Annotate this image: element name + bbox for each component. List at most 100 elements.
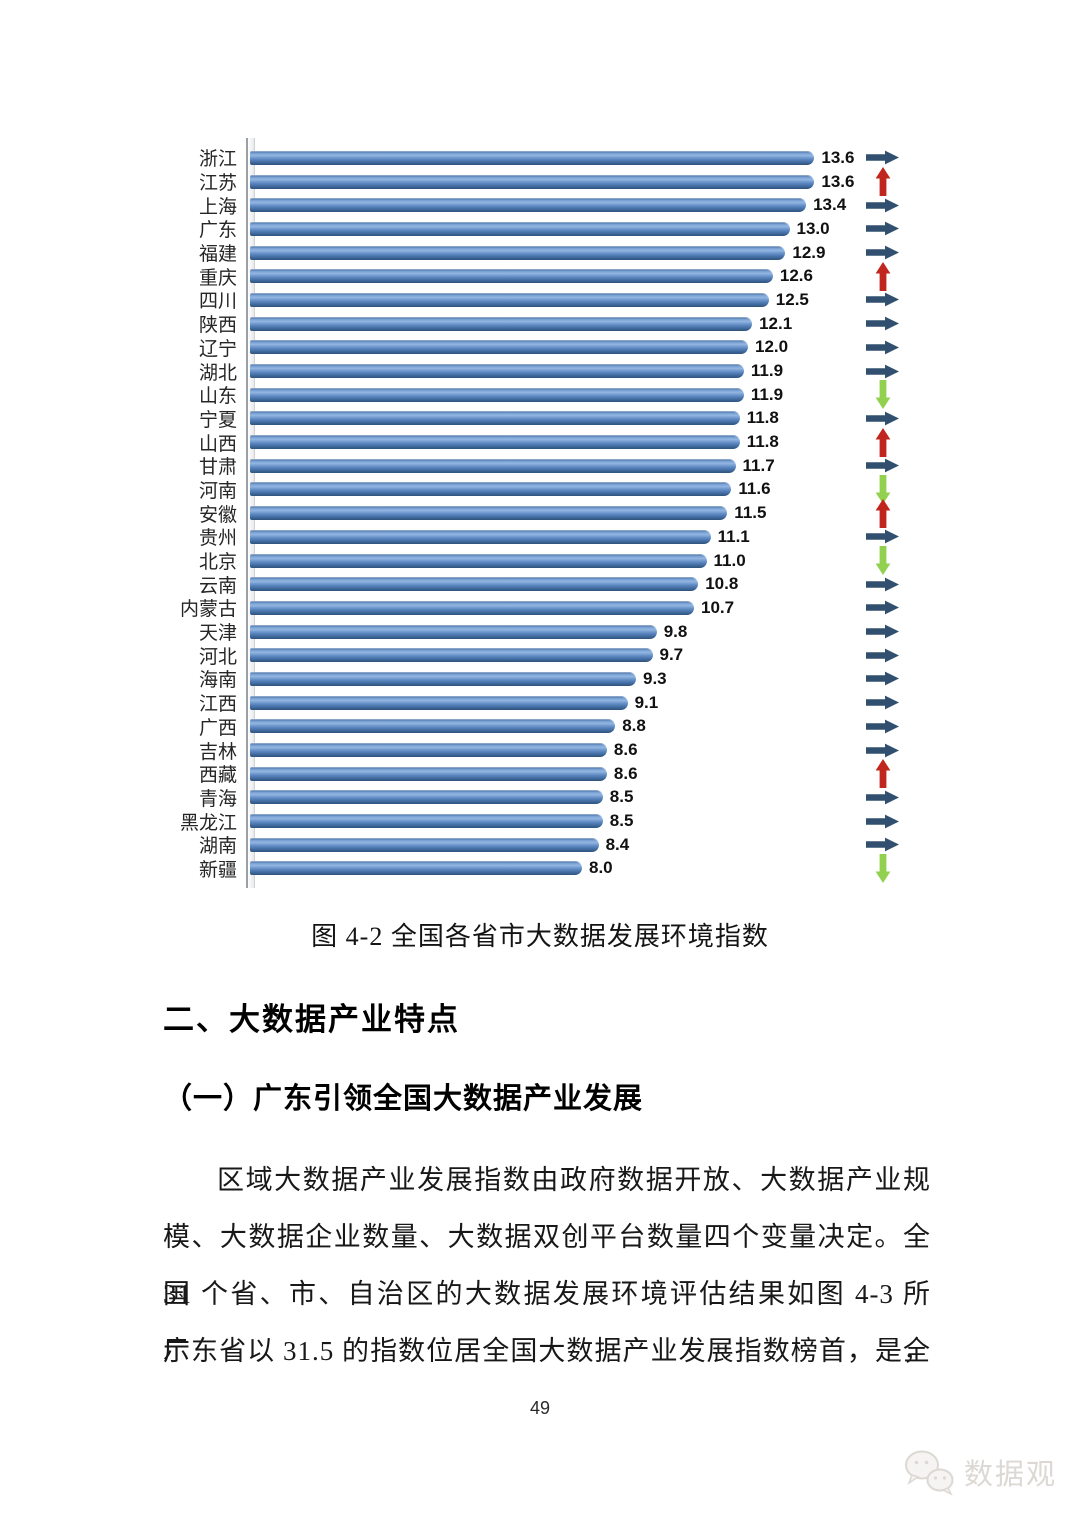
bar-track: 10.7 [250, 598, 865, 618]
bar [250, 387, 744, 402]
trend-up-icon [875, 261, 890, 291]
chart-row: 西藏 8.6 [150, 759, 940, 789]
value-label: 11.9 [750, 361, 784, 381]
chart-row: 安徽 11.5 [150, 498, 940, 528]
trend-right-icon [866, 577, 899, 592]
bar [250, 340, 748, 355]
chart-row: 黑龙江 8.5 [150, 809, 940, 834]
chart-row: 湖南 8.4 [150, 833, 940, 857]
bar-track: 8.4 [250, 835, 865, 855]
trend-up-icon [875, 427, 890, 457]
value-label: 11.8 [746, 408, 779, 428]
trend-arrow [865, 853, 900, 883]
watermark-text: 数据观 [964, 1459, 1058, 1491]
trend-up-icon [875, 167, 890, 197]
trend-arrow [865, 340, 900, 355]
province-label: 内蒙古 [179, 599, 237, 621]
bar-chart: 浙江 13.6 江苏 13.6 上海 13.4 广东 13 [150, 138, 940, 888]
trend-arrow [865, 743, 900, 758]
bar-track: 9.7 [250, 645, 865, 665]
bar [250, 766, 607, 781]
chart-row: 上海 13.4 [150, 193, 940, 218]
bar-track: 11.5 [250, 503, 865, 523]
bar [250, 600, 694, 615]
bar [250, 695, 628, 710]
province-label: 天津 [198, 623, 237, 645]
value-label: 12.6 [779, 266, 813, 286]
value-label: 12.1 [759, 313, 793, 333]
value-label: 9.1 [634, 692, 659, 712]
value-label: 8.0 [589, 858, 613, 878]
value-label: 9.7 [659, 645, 684, 665]
trend-down-icon [875, 380, 890, 410]
chart-row: 河南 11.6 [150, 474, 940, 504]
bar-track: 11.1 [250, 527, 865, 547]
bar [250, 529, 711, 544]
chart-row: 山东 11.9 [150, 380, 940, 410]
value-label: 11.8 [746, 432, 779, 452]
bar [250, 174, 815, 189]
chart-row: 四川 12.5 [150, 288, 940, 312]
chart-row: 内蒙古 10.7 [150, 596, 940, 620]
bar-track: 8.5 [250, 811, 865, 831]
value-label: 11.6 [738, 479, 771, 499]
province-label: 黑龙江 [179, 812, 237, 834]
chart-row: 山西 11.8 [150, 427, 940, 457]
bar [250, 316, 753, 331]
bar-track: 12.5 [250, 290, 865, 310]
trend-arrow [865, 600, 900, 615]
wechat-logo-icon [905, 1450, 954, 1496]
trend-arrow [865, 498, 900, 528]
trend-right-icon [866, 150, 899, 165]
chart-row: 甘肃 11.7 [150, 454, 940, 478]
chart-row: 贵州 11.1 [150, 525, 940, 549]
chart-row: 陕西 12.1 [150, 312, 940, 336]
bar [250, 292, 769, 307]
trend-arrow [865, 380, 900, 410]
trend-arrow [865, 529, 900, 544]
trend-right-icon [866, 222, 899, 236]
province-label: 贵州 [198, 528, 237, 550]
bar [250, 506, 728, 521]
trend-arrow [865, 814, 900, 829]
trend-right-icon [866, 719, 899, 734]
value-label: 9.8 [663, 621, 688, 641]
trend-arrow [865, 427, 900, 457]
value-label: 11.7 [742, 455, 775, 475]
bar-track: 11.7 [250, 456, 865, 476]
bar [250, 411, 740, 426]
trend-right-icon [866, 695, 899, 710]
province-label: 山东 [198, 386, 237, 408]
trend-arrow [865, 292, 900, 307]
chart-row: 江西 9.1 [150, 691, 940, 715]
trend-arrow [865, 648, 900, 663]
province-label: 北京 [198, 552, 237, 574]
trend-arrow [865, 474, 900, 504]
trend-arrow [865, 624, 900, 639]
province-label: 陕西 [198, 315, 237, 337]
bar [250, 150, 815, 165]
trend-arrow [865, 316, 900, 331]
value-label: 12.5 [775, 289, 809, 309]
value-label: 8.8 [622, 716, 646, 736]
trend-arrow [865, 719, 900, 734]
bar [250, 221, 790, 236]
chart-row: 天津 9.8 [150, 620, 940, 644]
chart-rows: 浙江 13.6 江苏 13.6 上海 13.4 广东 13 [150, 146, 940, 883]
bar [250, 814, 603, 829]
trend-down-icon [875, 546, 890, 576]
value-label: 8.5 [609, 787, 634, 807]
province-label: 广西 [198, 717, 237, 739]
trend-arrow [865, 261, 900, 291]
bar [250, 861, 582, 876]
chart-row: 北京 11.0 [150, 546, 940, 576]
bar-track: 11.9 [250, 361, 865, 381]
trend-right-icon [866, 529, 899, 544]
trend-arrow [865, 245, 900, 260]
body-paragraph: 区域大数据产业发展指数由政府数据开放、大数据产业规 模、大数据企业数量、大数据双… [163, 1152, 931, 1380]
bar-track: 11.0 [250, 551, 865, 571]
trend-arrow [865, 198, 900, 213]
bar-track: 10.8 [250, 574, 865, 594]
value-label: 13.4 [813, 195, 847, 215]
